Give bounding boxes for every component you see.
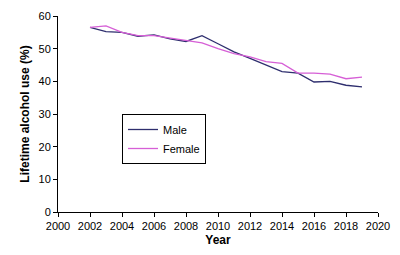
svg-text:40: 40 xyxy=(39,75,51,87)
svg-text:Lifetime alcohol use (%): Lifetime alcohol use (%) xyxy=(18,45,32,182)
svg-text:20: 20 xyxy=(39,141,51,153)
svg-text:2016: 2016 xyxy=(302,220,326,232)
svg-text:2020: 2020 xyxy=(366,220,390,232)
svg-text:Male: Male xyxy=(163,124,187,136)
svg-text:2018: 2018 xyxy=(334,220,358,232)
svg-text:0: 0 xyxy=(45,206,51,218)
svg-text:2008: 2008 xyxy=(174,220,198,232)
svg-text:2014: 2014 xyxy=(270,220,294,232)
svg-text:2012: 2012 xyxy=(238,220,262,232)
svg-text:2010: 2010 xyxy=(206,220,230,232)
svg-text:2000: 2000 xyxy=(46,220,70,232)
svg-text:10: 10 xyxy=(39,173,51,185)
svg-text:60: 60 xyxy=(39,10,51,22)
svg-text:Year: Year xyxy=(205,233,231,247)
svg-text:50: 50 xyxy=(39,43,51,55)
svg-text:2004: 2004 xyxy=(110,220,134,232)
svg-text:2006: 2006 xyxy=(142,220,166,232)
svg-text:2002: 2002 xyxy=(78,220,102,232)
svg-text:Female: Female xyxy=(163,143,200,155)
svg-text:30: 30 xyxy=(39,108,51,120)
